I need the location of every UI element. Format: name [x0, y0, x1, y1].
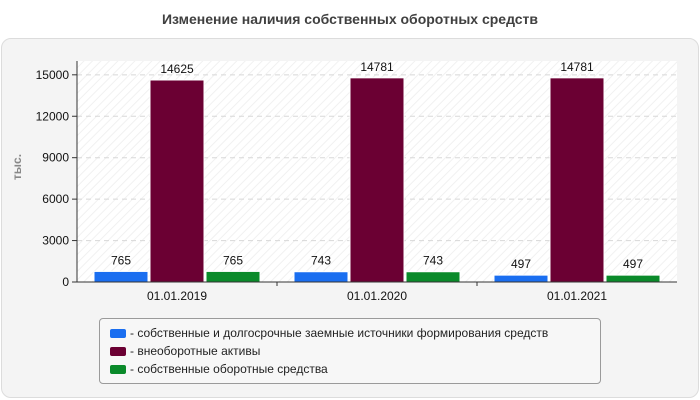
bar	[493, 274, 549, 283]
legend-label: - собственные и долгосрочные заемные ист…	[130, 326, 549, 340]
bar	[93, 270, 149, 283]
bar	[149, 79, 205, 283]
y-tick-label: 3000	[42, 234, 69, 248]
bar-value-label: 14781	[360, 60, 394, 74]
y-tick-label: 15000	[36, 68, 70, 82]
legend-label: - собственные оборотные средства	[130, 362, 328, 376]
bar-value-label: 743	[311, 254, 331, 268]
chart-title: Изменение наличия собственных оборотных …	[161, 11, 539, 27]
legend-swatch	[110, 364, 126, 374]
bar-value-label: 497	[623, 257, 643, 271]
y-tick-label: 12000	[36, 109, 70, 123]
x-tick-label: 01.01.2019	[147, 289, 207, 303]
bar-value-label: 497	[511, 257, 531, 271]
x-tick-label: 01.01.2020	[347, 289, 407, 303]
bar-value-label: 743	[423, 254, 443, 268]
y-axis-label: тыс.	[10, 153, 25, 181]
y-tick-label: 6000	[42, 192, 69, 206]
x-axis-ticks: 01.01.2019 01.01.2020 01.01.2021	[147, 282, 607, 303]
y-axis-ticks: 0 3000 6000 9000 12000 15000	[36, 68, 77, 289]
bar-value-label: 765	[223, 253, 243, 267]
y-tick-label: 9000	[42, 151, 69, 165]
x-tick-label: 01.01.2021	[547, 289, 607, 303]
bar	[205, 270, 261, 283]
bar	[293, 271, 349, 283]
data-labels: 765 14625 765 743 14781 743 497 14781 497	[111, 60, 643, 271]
legend: - собственные и долгосрочные заемные ист…	[99, 318, 601, 384]
legend-swatch	[110, 346, 126, 356]
bar-value-label: 14781	[560, 60, 594, 74]
bar-value-label: 765	[111, 253, 131, 267]
legend-label: - внеоборотные активы	[130, 344, 261, 358]
legend-item-working-capital: - собственные оборотные средства	[110, 361, 328, 377]
legend-item-noncurrent-assets: - внеоборотные активы	[110, 343, 260, 359]
legend-item-sources: - собственные и долгосрочные заемные ист…	[110, 325, 548, 341]
y-tick-label: 0	[62, 275, 69, 289]
bar	[549, 77, 605, 283]
bars	[93, 77, 661, 283]
bar	[405, 271, 461, 283]
legend-swatch	[110, 328, 126, 338]
bar-value-label: 14625	[160, 62, 194, 76]
bar	[349, 77, 405, 283]
bar	[605, 274, 661, 283]
